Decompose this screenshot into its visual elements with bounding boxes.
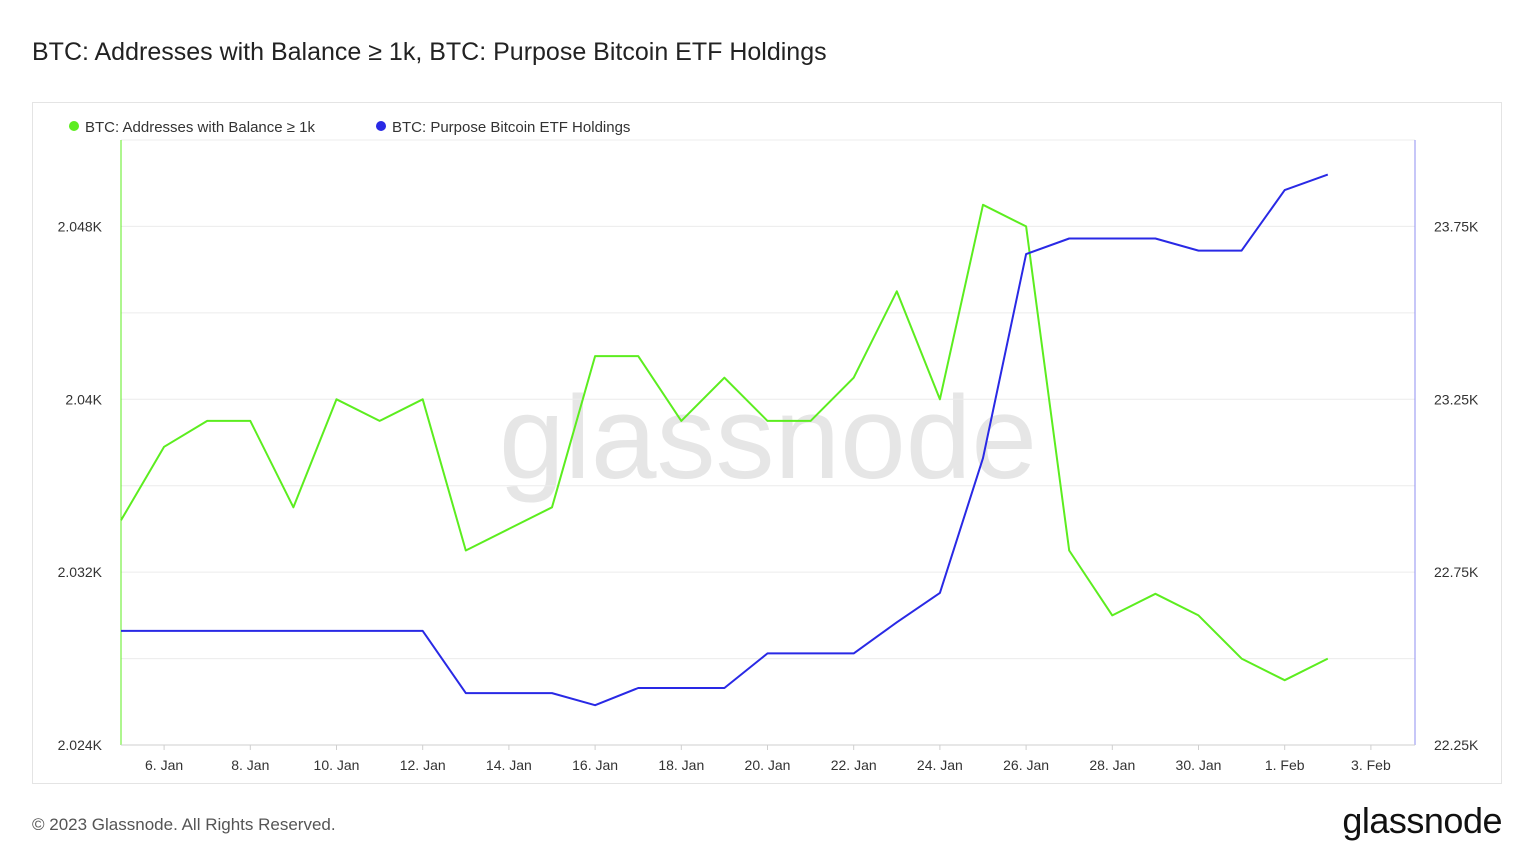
x-tick-label: 1. Feb: [1265, 757, 1305, 773]
y-right-tick-label: 23.25K: [1434, 391, 1479, 407]
y-right-tick-label: 22.25K: [1434, 737, 1479, 753]
x-tick-label: 10. Jan: [314, 757, 360, 773]
series-line-etf-holdings: [121, 173, 1329, 707]
legend-marker: [376, 121, 386, 131]
series-line-addresses: [120, 203, 1329, 682]
legend-label: BTC: Purpose Bitcoin ETF Holdings: [392, 119, 630, 136]
y-left-tick-label: 2.032K: [58, 564, 103, 580]
y-left-tick-label: 2.048K: [58, 218, 103, 234]
x-tick-label: 28. Jan: [1089, 757, 1135, 773]
chart-frame: [32, 102, 1502, 784]
x-tick-label: 3. Feb: [1351, 757, 1391, 773]
x-tick-label: 20. Jan: [745, 757, 791, 773]
chart-title: BTC: Addresses with Balance ≥ 1k, BTC: P…: [32, 38, 827, 66]
x-tick-label: 24. Jan: [917, 757, 963, 773]
x-tick-label: 26. Jan: [1003, 757, 1049, 773]
legend-label: BTC: Addresses with Balance ≥ 1k: [85, 119, 316, 136]
footer-copyright: © 2023 Glassnode. All Rights Reserved.: [32, 815, 336, 834]
x-tick-label: 22. Jan: [831, 757, 877, 773]
watermark: glassnode: [499, 372, 1037, 504]
x-tick-label: 6. Jan: [145, 757, 183, 773]
glassnode-logo[interactable]: glassnode: [1342, 800, 1502, 841]
x-tick-label: 16. Jan: [572, 757, 618, 773]
y-left-tick-label: 2.04K: [65, 391, 102, 407]
legend-marker: [69, 121, 79, 131]
x-tick-label: 14. Jan: [486, 757, 532, 773]
y-left-tick-label: 2.024K: [58, 737, 103, 753]
x-tick-label: 12. Jan: [400, 757, 446, 773]
y-right-tick-label: 23.75K: [1434, 218, 1479, 234]
y-right-tick-label: 22.75K: [1434, 564, 1479, 580]
x-tick-label: 8. Jan: [231, 757, 269, 773]
x-tick-label: 18. Jan: [658, 757, 704, 773]
x-tick-label: 30. Jan: [1176, 757, 1222, 773]
